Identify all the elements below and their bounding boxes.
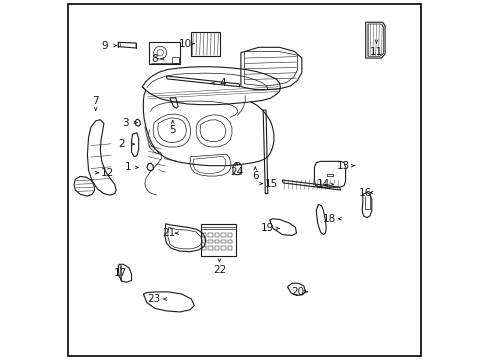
Bar [201, 224, 235, 256]
Text: 12: 12 [101, 168, 114, 178]
Bar [227, 239, 232, 243]
Bar [172, 57, 178, 63]
Bar [202, 246, 206, 249]
Bar [214, 239, 219, 243]
Text: 14: 14 [316, 179, 329, 189]
Text: 22: 22 [212, 265, 225, 275]
Text: 18: 18 [323, 214, 336, 224]
Bar [208, 233, 212, 237]
Text: 23: 23 [147, 294, 161, 304]
Text: 15: 15 [264, 179, 278, 189]
Bar [221, 246, 225, 249]
Bar [191, 32, 220, 56]
Text: 8: 8 [151, 54, 158, 64]
Bar [202, 233, 206, 237]
Text: 17: 17 [114, 267, 127, 278]
Text: 6: 6 [251, 171, 258, 181]
Text: 24: 24 [229, 167, 243, 177]
Text: 2: 2 [118, 139, 125, 149]
Bar [214, 233, 219, 237]
Text: 4: 4 [219, 78, 226, 88]
Bar [221, 233, 225, 237]
Bar [227, 233, 232, 237]
Text: 1: 1 [124, 162, 131, 172]
Bar [202, 239, 206, 243]
Bar [149, 41, 180, 64]
Text: 13: 13 [336, 161, 349, 171]
Bar [227, 246, 232, 249]
Bar [221, 239, 225, 243]
Text: 11: 11 [369, 46, 382, 57]
Text: 3: 3 [122, 118, 128, 128]
Text: 20: 20 [291, 287, 304, 297]
Text: 10: 10 [179, 39, 191, 49]
Bar [208, 239, 212, 243]
Text: 5: 5 [169, 125, 176, 135]
Text: 16: 16 [358, 188, 371, 198]
Text: 21: 21 [162, 228, 176, 238]
Bar [214, 246, 219, 249]
Text: 19: 19 [261, 224, 274, 233]
Text: 9: 9 [101, 41, 108, 50]
Text: 7: 7 [92, 96, 99, 106]
Bar [208, 246, 212, 249]
